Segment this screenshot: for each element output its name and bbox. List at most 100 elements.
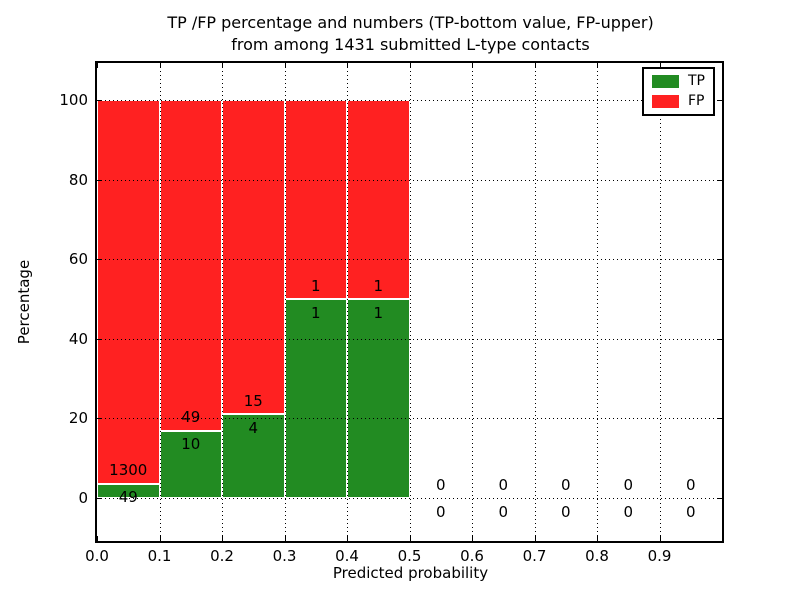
tp-count-label: 0 [560, 502, 571, 521]
tick-mark [717, 100, 722, 101]
tick-mark [159, 63, 161, 68]
fp-color-swatch [652, 94, 679, 108]
tick-mark [97, 179, 102, 181]
fp-count-label: 1 [373, 276, 384, 295]
x-tick-label: 0.6 [460, 547, 484, 565]
bar-segment-fp [97, 100, 160, 484]
tp-count-label: 0 [435, 502, 446, 521]
gridline-vertical [597, 63, 598, 541]
gridline-vertical [222, 63, 223, 541]
x-tick-label: 0.7 [522, 547, 547, 565]
chart-title-line1: TP /FP percentage and numbers (TP-bottom… [167, 13, 654, 32]
tick-mark [222, 536, 223, 541]
y-tick-label: 80 [68, 170, 88, 189]
fp-count-label: 1300 [109, 461, 148, 480]
gridline-horizontal [97, 259, 722, 261]
tick-mark [534, 63, 536, 68]
tick-mark [97, 536, 98, 541]
gridline-vertical [347, 63, 348, 541]
bar-segment-fp [222, 100, 285, 415]
bar-segment-fp [284, 100, 347, 299]
x-tick-label: 0.0 [85, 547, 109, 565]
legend: TP FP [642, 67, 715, 116]
tick-mark [717, 179, 722, 181]
y-tick-label: 20 [68, 409, 88, 428]
bar-segment-tp [347, 299, 410, 498]
y-tick-label: 100 [59, 91, 88, 109]
tick-mark [347, 63, 348, 68]
x-axis-label: Predicted probability [332, 564, 489, 582]
tick-mark [597, 536, 598, 541]
tick-mark [472, 63, 473, 68]
tick-mark [717, 418, 722, 420]
fp-count-label: 0 [435, 475, 446, 494]
tick-mark [97, 100, 102, 101]
legend-item-fp: FP [652, 94, 705, 108]
tp-color-swatch [652, 74, 679, 88]
gridline-horizontal [97, 179, 722, 181]
fp-count-label: 15 [243, 392, 263, 411]
tick-mark [597, 63, 598, 68]
fp-count-label: 0 [685, 475, 696, 494]
tp-count-label: 10 [181, 435, 201, 454]
tick-mark [409, 536, 411, 541]
gridline-horizontal [97, 338, 722, 340]
tick-mark [97, 63, 98, 68]
tick-mark [472, 536, 473, 541]
bar-segment-tp [97, 483, 160, 498]
gridline-vertical [659, 63, 661, 541]
tick-mark [284, 63, 286, 68]
tp-count-label: 0 [685, 502, 696, 521]
fp-count-label: 0 [623, 475, 634, 494]
y-tick-label: 0 [78, 489, 88, 508]
y-tick-label: 60 [68, 250, 88, 269]
fp-count-label: 0 [560, 475, 571, 494]
legend-label-tp: TP [688, 73, 705, 89]
tp-count-label: 0 [498, 502, 509, 521]
tick-mark [534, 536, 536, 541]
tp-count-label: 1 [373, 303, 384, 322]
y-axis-label: Percentage [15, 259, 33, 345]
legend-label-fp: FP [688, 93, 705, 109]
tp-count-label: 0 [623, 502, 634, 521]
gridline-vertical [159, 63, 161, 541]
y-tick-label: 40 [68, 329, 88, 348]
tick-mark [659, 536, 661, 541]
x-tick-label: 0.9 [647, 547, 672, 565]
tp-count-label: 1 [310, 303, 321, 322]
gridline-horizontal [97, 100, 722, 101]
x-tick-label: 0.4 [335, 547, 359, 565]
tick-mark [222, 63, 223, 68]
tp-count-label: 4 [248, 419, 259, 438]
fp-count-label: 49 [181, 408, 201, 427]
tick-mark [722, 63, 723, 68]
tick-mark [97, 498, 102, 500]
gridline-vertical [534, 63, 536, 541]
tick-mark [717, 259, 722, 261]
bar-segment-tp [284, 299, 347, 498]
gridline-vertical [284, 63, 286, 541]
tick-mark [284, 536, 286, 541]
tick-mark [347, 536, 348, 541]
x-tick-label: 0.5 [397, 547, 422, 565]
tick-mark [717, 498, 722, 500]
x-tick-label: 0.1 [147, 547, 172, 565]
chart-title-line2: from among 1431 submitted L-type contact… [231, 35, 590, 54]
gridline-vertical [409, 63, 411, 541]
legend-item-tp: TP [652, 74, 705, 88]
bar-segment-tp [159, 430, 222, 498]
tick-mark [409, 63, 411, 68]
gridline-horizontal [97, 498, 722, 500]
tick-mark [722, 536, 723, 541]
bar-segment-tp [222, 414, 285, 498]
gridline-vertical [472, 63, 473, 541]
tick-mark [97, 338, 102, 340]
tick-mark [97, 259, 102, 261]
gridline-horizontal [97, 418, 722, 420]
tp-count-label: 49 [118, 488, 138, 507]
tick-mark [159, 536, 161, 541]
fp-count-label: 0 [498, 475, 509, 494]
bar-segment-fp [347, 100, 410, 299]
x-tick-label: 0.2 [210, 547, 234, 565]
